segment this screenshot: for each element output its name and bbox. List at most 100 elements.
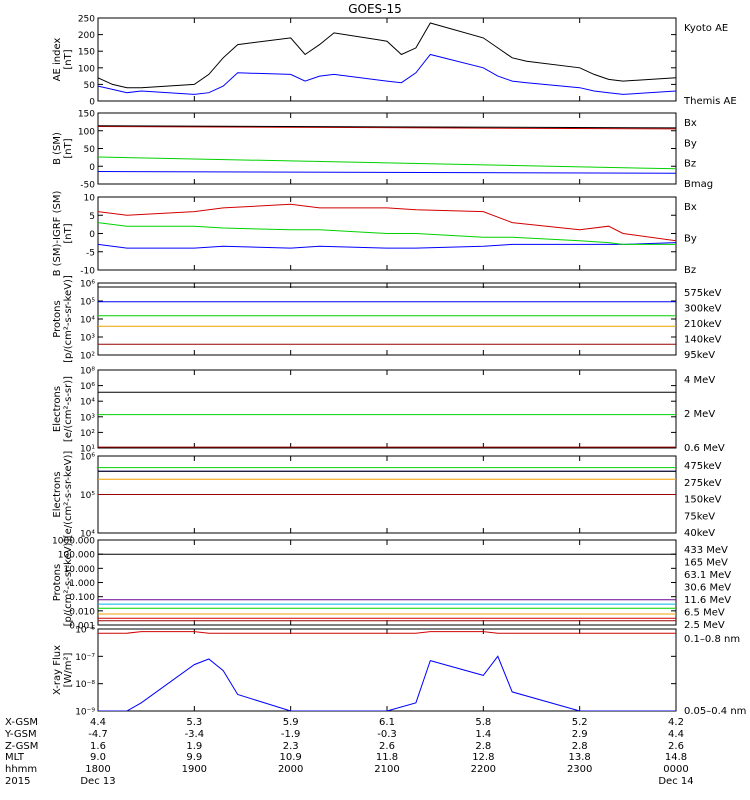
y-tick-label: 100	[78, 127, 95, 137]
y-tick-label: 10	[84, 194, 96, 204]
legend-entry: 140keV	[684, 335, 722, 346]
ephemeris-table: X-GSMY-GSMZ-GSMMLThhmm20154.4-4.71.69.01…	[4, 717, 694, 787]
y-axis-label: B (SM)-IGRF (SM)	[52, 191, 63, 277]
y-tick-label: 10²	[80, 429, 95, 439]
ephemeris-xgsm: 6.1	[379, 717, 395, 728]
y-axis-label: Electrons	[52, 471, 63, 517]
legend-entry: 0.1–0.8 nm	[684, 634, 740, 645]
series-line-bz	[98, 126, 676, 130]
legend-entry: Bmag	[684, 179, 713, 190]
panel-frame	[97, 17, 677, 102]
legend-entry: Bx	[684, 118, 697, 129]
ephemeris-ygsm: -1.9	[281, 729, 301, 740]
ephemeris-zgsm: 1.6	[90, 741, 106, 752]
y-tick-label: 250	[78, 15, 95, 25]
ephemeris-ygsm: 1.4	[475, 729, 491, 740]
legend-entry: 275keV	[684, 478, 722, 489]
legend-entry: Bx	[684, 202, 697, 213]
legend-entry: 0.6 MeV	[684, 443, 725, 454]
y-tick-label: 0	[89, 163, 95, 173]
ephemeris-xgsm: 5.3	[186, 717, 202, 728]
ephemeris-row-label: 2015	[5, 776, 30, 787]
ephemeris-xgsm: 5.9	[283, 717, 299, 728]
y-tick-label: 10⁶	[80, 280, 95, 290]
ephemeris-zgsm: 1.9	[186, 741, 202, 752]
panel-electrons_low: 10⁴ 10⁵ 10⁶ Electrons [e/(cm²-s-sr-keV)] 475k…	[52, 451, 722, 540]
y-tick-label: 10⁶	[80, 453, 95, 463]
ephemeris-mlt: 9.9	[186, 752, 202, 763]
panel-bigrf: -10 -5 0 5 10 B (SM)-IGRF (SM) [nT] Bx By Bz	[52, 191, 697, 277]
panel-frame	[97, 369, 677, 449]
y-axis-label: [nT]	[63, 223, 74, 243]
legend-entry: 300keV	[684, 304, 722, 315]
y-tick-label: 1000.000	[52, 537, 95, 547]
y-tick-label: 0.100	[69, 593, 95, 603]
y-tick-label: 10⁻⁸	[75, 680, 95, 690]
y-tick-label: 5	[89, 212, 95, 222]
legend-entry: 210keV	[684, 319, 722, 330]
y-tick-label: 10⁻⁶	[75, 626, 95, 636]
y-tick-label: 10⁵	[80, 298, 95, 308]
legend-entry: Kyoto AE	[684, 23, 728, 34]
ephemeris-xgsm: 4.2	[668, 717, 684, 728]
y-tick-label: -5	[86, 248, 95, 258]
legend-entry: 6.5 MeV	[684, 608, 725, 619]
y-tick-label: 10¹	[80, 445, 95, 455]
ephemeris-zgsm: 2.8	[572, 741, 588, 752]
y-tick-label: 0	[89, 98, 95, 108]
ephemeris-ygsm: 2.9	[572, 729, 588, 740]
y-tick-label: 100.000	[58, 551, 95, 561]
ephemeris-ygsm: -3.4	[185, 729, 205, 740]
y-axis-label: B (SM)	[52, 132, 63, 165]
panel-protons_high: 0.001 0.010 0.100 1.000 10.000 100.000 1000.00…	[52, 537, 731, 632]
ephemeris-hhmm: 2300	[567, 764, 592, 775]
ephemeris-hhmm: 2100	[374, 764, 399, 775]
legend-entry: Bz	[684, 159, 696, 170]
y-tick-label: 10⁶	[80, 382, 95, 392]
ephemeris-xgsm: 5.2	[572, 717, 588, 728]
legend-entry: 0.05–0.4 nm	[684, 706, 746, 717]
ephemeris-hhmm: 1900	[182, 764, 207, 775]
y-tick-label: 10²	[80, 352, 95, 362]
y-tick-label: 10³	[80, 334, 95, 344]
series-line-0-1-0-8-nm	[98, 631, 676, 634]
y-axis-label: X-ray Flux	[52, 645, 63, 695]
ephemeris-zgsm: 2.8	[475, 741, 491, 752]
legend-entry: Themis AE	[683, 96, 737, 107]
y-axis-label: Electrons	[52, 386, 63, 432]
legend-entry: 30.6 MeV	[684, 583, 731, 594]
panel-frame	[97, 628, 677, 712]
y-axis-label: [W/m²]	[63, 652, 74, 687]
series-line-by	[98, 222, 676, 245]
y-tick-label: 50	[84, 145, 96, 155]
ephemeris-zgsm: 2.3	[283, 741, 299, 752]
legend-entry: 40keV	[684, 528, 715, 539]
legend-entry: 2 MeV	[684, 409, 715, 420]
ephemeris-mlt: 13.8	[569, 752, 591, 763]
ephemeris-ygsm: -0.3	[377, 729, 397, 740]
ephemeris-mlt: 9.0	[90, 752, 106, 763]
series-line-0-05-0-4-nm	[98, 655, 676, 711]
legend-entry: 11.6 MeV	[684, 595, 731, 606]
y-tick-label: 10⁴	[80, 530, 95, 540]
series-line-kyoto-ae	[98, 53, 676, 95]
panel-protons_energetic: 10² 10³ 10⁴ 10⁵ 10⁶ Protons [p/(cm²-s-sr-keV)]…	[52, 275, 722, 363]
legend-entry: By	[684, 138, 697, 149]
y-tick-label: 10⁴	[80, 398, 95, 408]
y-axis-label: Protons	[52, 564, 63, 601]
ephemeris-hhmm: 2000	[278, 764, 303, 775]
y-axis-label: [nT]	[63, 138, 74, 158]
ephemeris-mlt: 12.8	[472, 752, 494, 763]
series-line-themis-ae	[98, 22, 676, 89]
ephemeris-mlt: 10.9	[280, 752, 302, 763]
y-axis-label: AE index	[52, 38, 63, 82]
legend-entry: 165 MeV	[684, 558, 728, 569]
y-tick-label: 0	[89, 230, 95, 240]
ephemeris-zgsm: 2.6	[668, 741, 684, 752]
y-tick-label: 10⁻⁷	[75, 653, 95, 663]
y-axis-label: [nT]	[63, 49, 74, 69]
y-tick-label: 10³	[80, 413, 95, 423]
y-tick-label: 0.010	[69, 607, 95, 617]
